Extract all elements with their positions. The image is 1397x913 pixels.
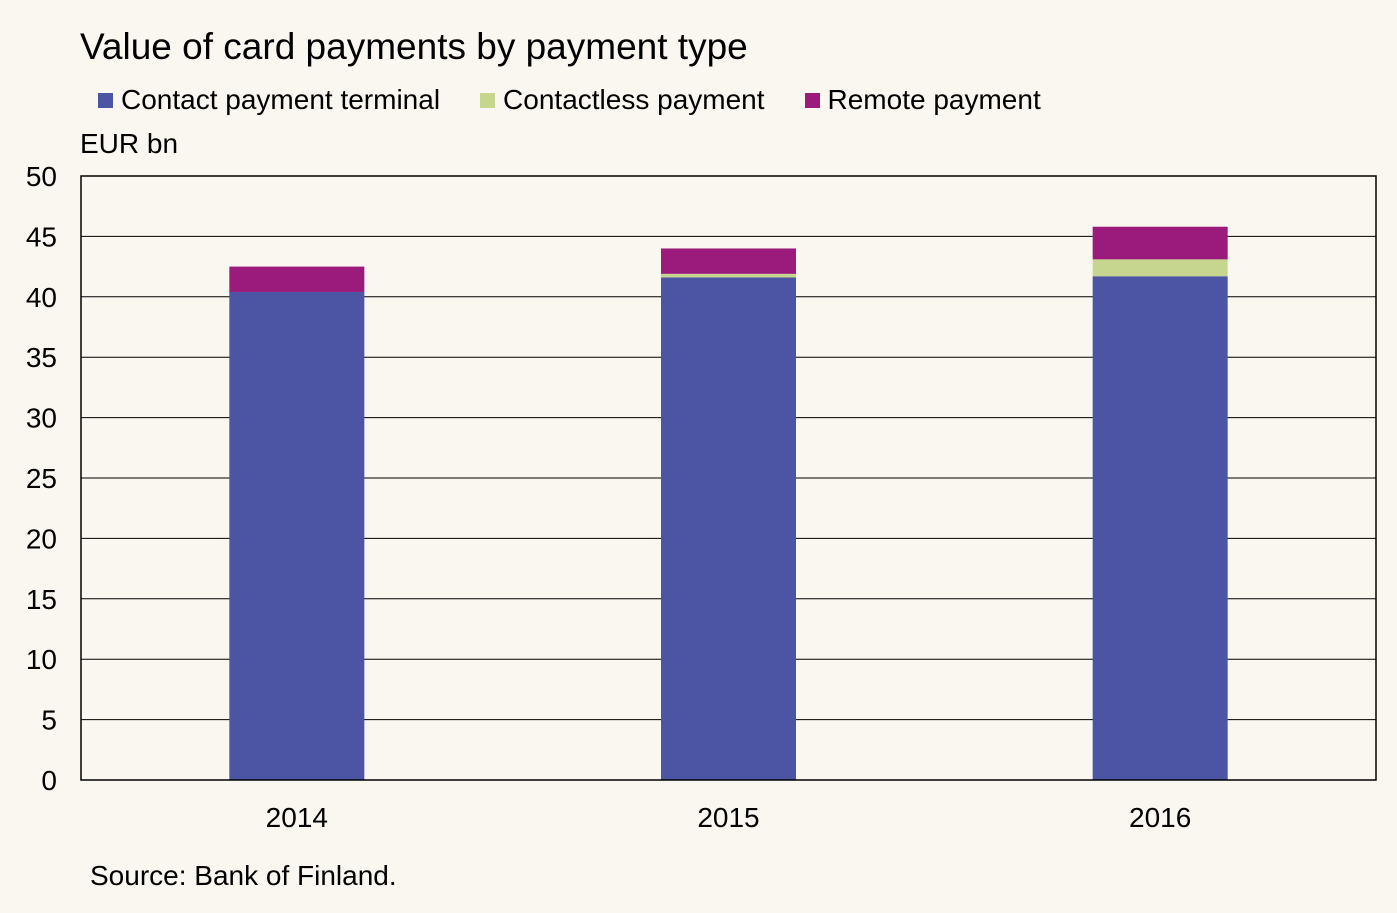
y-tick-label: 25 — [26, 463, 57, 494]
bar-segment-2015-series-3 — [661, 248, 796, 274]
x-tick-label: 2014 — [266, 802, 328, 833]
y-tick-label: 35 — [26, 342, 57, 373]
bar-segment-2014-series-3 — [229, 266, 365, 292]
x-tick-label: 2016 — [1129, 802, 1191, 833]
y-tick-label: 20 — [26, 523, 57, 554]
legend-item-contactless: Contactless payment — [480, 84, 765, 116]
plot-frame — [80, 175, 1377, 781]
legend-item-contact: Contact payment terminal — [98, 84, 440, 116]
legend-swatch-contactless — [480, 92, 496, 108]
y-tick-label: 40 — [26, 282, 57, 313]
y-tick-label: 30 — [26, 403, 57, 434]
y-tick-label: 15 — [26, 584, 57, 615]
legend-swatch-contact — [98, 92, 113, 108]
bar-segment-2016-series-3 — [1092, 226, 1228, 260]
y-tick-label: 10 — [26, 644, 57, 675]
y-axis-unit-label: EUR bn — [80, 128, 179, 159]
bar-segment-2015-series-2 — [661, 273, 796, 278]
y-tick-label: 5 — [41, 705, 57, 736]
bar-segment-2014-series-1 — [229, 291, 365, 780]
bar-segment-2016-series-1 — [1092, 276, 1228, 780]
y-tick-label: 0 — [41, 765, 57, 796]
legend: Contact payment terminal Contactless pay… — [98, 84, 1081, 116]
legend-label-remote: Remote payment — [827, 84, 1041, 115]
legend-item-remote: Remote payment — [804, 84, 1041, 116]
y-tick-label: 45 — [26, 221, 57, 252]
y-tick-label: 50 — [26, 161, 57, 192]
legend-label-contact: Contact payment terminal — [121, 84, 441, 115]
legend-swatch-remote — [804, 92, 820, 108]
bar-segment-2015-series-1 — [661, 277, 796, 780]
bar-segment-2016-series-2 — [1092, 259, 1228, 277]
x-tick-label: 2015 — [697, 802, 759, 833]
source-note: Source: Bank of Finland. — [90, 860, 397, 891]
chart-title: Value of card payments by payment type — [80, 26, 748, 67]
legend-label-contactless: Contactless payment — [503, 84, 765, 115]
